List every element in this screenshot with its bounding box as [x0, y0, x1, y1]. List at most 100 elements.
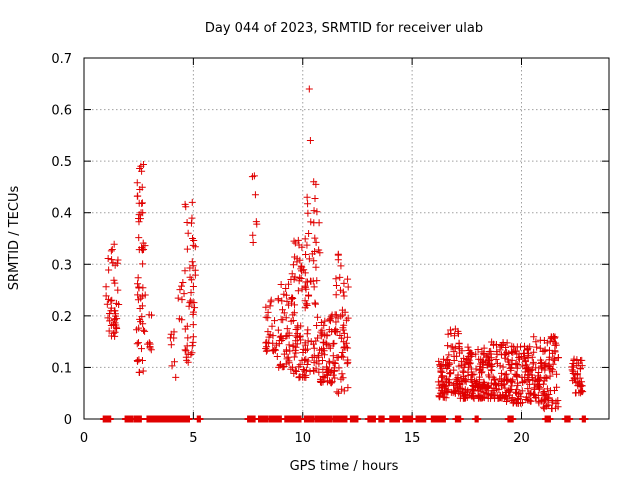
data-point: [334, 314, 342, 322]
data-point: [290, 369, 298, 377]
data-point: [437, 368, 445, 376]
data-point: [314, 334, 322, 342]
data-point: [289, 294, 297, 302]
data-point: [450, 348, 458, 356]
data-point: [549, 360, 557, 368]
data-point: [262, 339, 270, 347]
data-point: [509, 376, 517, 384]
data-point: [133, 340, 141, 348]
data-point: [445, 369, 453, 377]
data-point: [469, 382, 477, 390]
data-point: [134, 291, 142, 299]
data-point: [187, 289, 195, 297]
data-point: [504, 356, 512, 364]
data-point: [189, 338, 197, 346]
data-point: [335, 364, 343, 372]
data-point: [282, 332, 290, 340]
y-tick-label: 0.2: [51, 310, 72, 325]
data-point: [290, 353, 298, 361]
data-point: [329, 352, 337, 360]
tick-layer: [83, 57, 609, 420]
zero-point: [380, 415, 388, 423]
zero-points-layer: [100, 415, 589, 423]
data-point: [329, 371, 337, 379]
data-point: [283, 325, 291, 333]
y-tick-label: 0.1: [51, 361, 72, 376]
data-point: [443, 355, 451, 363]
data-point: [501, 371, 509, 379]
data-point: [312, 263, 320, 271]
data-point: [549, 349, 557, 357]
data-point: [110, 240, 118, 248]
data-point: [467, 365, 475, 373]
data-point: [526, 390, 534, 398]
data-point: [249, 238, 257, 246]
data-point: [263, 338, 271, 346]
data-point: [508, 356, 516, 364]
data-point: [499, 391, 507, 399]
data-point: [497, 369, 505, 377]
data-point: [338, 385, 346, 393]
data-point: [436, 361, 444, 369]
data-point: [185, 302, 193, 310]
data-point: [461, 361, 469, 369]
data-point: [298, 263, 306, 271]
data-point: [181, 325, 189, 333]
data-point: [274, 326, 282, 334]
data-point: [251, 191, 259, 199]
data-point: [303, 301, 311, 309]
data-point: [550, 355, 558, 363]
data-point: [311, 234, 319, 242]
data-point: [304, 292, 312, 300]
data-point: [539, 403, 547, 411]
data-point: [145, 311, 153, 319]
data-point: [135, 356, 143, 364]
data-point: [189, 310, 197, 318]
data-point: [482, 384, 490, 392]
data-point: [313, 322, 321, 330]
data-point: [310, 344, 318, 352]
data-point: [465, 360, 473, 368]
data-point: [289, 261, 297, 269]
data-point: [530, 333, 538, 341]
data-point: [513, 343, 521, 351]
data-point: [317, 328, 325, 336]
zero-point: [509, 415, 517, 423]
data-point: [299, 371, 307, 379]
data-point: [184, 350, 192, 358]
data-point: [543, 374, 551, 382]
data-point: [273, 341, 281, 349]
data-point: [336, 332, 344, 340]
data-point: [544, 395, 552, 403]
data-point: [463, 393, 471, 401]
y-tick-label: 0.3: [51, 258, 72, 273]
data-point: [105, 327, 113, 335]
data-point: [574, 370, 582, 378]
data-point: [288, 299, 296, 307]
data-point: [436, 381, 444, 389]
data-point: [332, 275, 340, 283]
data-point: [135, 234, 143, 242]
data-point: [311, 299, 319, 307]
data-point: [147, 346, 155, 354]
data-point: [550, 333, 558, 341]
data-point: [314, 351, 322, 359]
data-point: [138, 167, 146, 175]
data-point: [492, 381, 500, 389]
data-point: [179, 279, 187, 287]
data-point: [305, 85, 313, 93]
data-point: [339, 374, 347, 382]
data-point: [469, 392, 477, 400]
data-point: [476, 362, 484, 370]
data-point: [487, 354, 495, 362]
data-point: [549, 366, 557, 374]
data-point: [453, 383, 461, 391]
data-point: [474, 346, 482, 354]
data-point: [282, 291, 290, 299]
data-point: [301, 269, 309, 277]
data-point: [513, 372, 521, 380]
data-point: [451, 332, 459, 340]
data-point: [271, 346, 279, 354]
data-point: [304, 337, 312, 345]
